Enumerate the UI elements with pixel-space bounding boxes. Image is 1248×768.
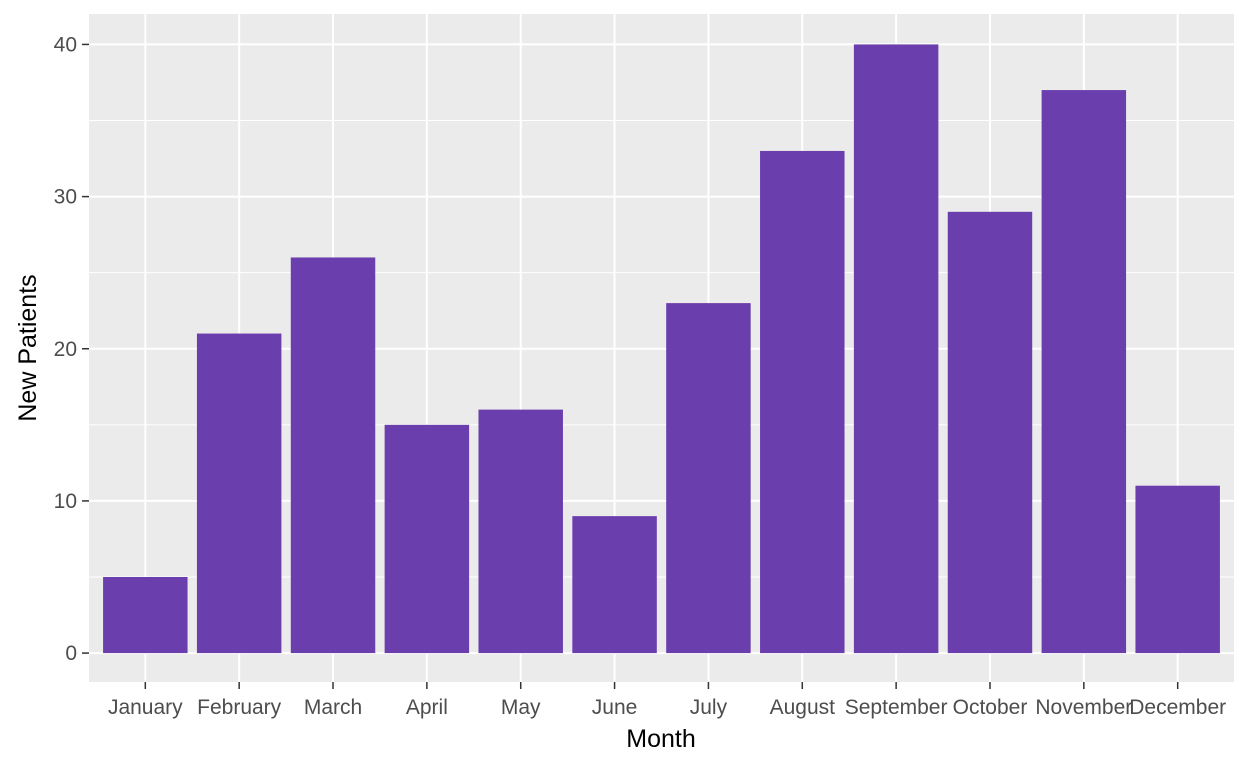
x-tick-label: February xyxy=(197,696,282,719)
y-axis-ticks: 0 10 20 30 40 xyxy=(54,33,89,665)
bar-august xyxy=(760,150,845,654)
y-tick-label: 0 xyxy=(65,642,77,665)
bar-june xyxy=(572,516,657,654)
bar-october xyxy=(947,211,1033,654)
x-tick-label: December xyxy=(1129,696,1226,719)
bar-february xyxy=(196,333,282,654)
bar-july xyxy=(666,303,751,654)
bar-september xyxy=(853,44,939,654)
x-axis-ticks: January February March April May June July Augu… xyxy=(108,682,1226,719)
x-tick-label: May xyxy=(501,696,541,719)
x-tick-label: June xyxy=(592,696,638,719)
x-tick-label: August xyxy=(770,696,836,719)
bar-march xyxy=(290,257,376,654)
x-tick-label: March xyxy=(304,696,362,719)
y-tick-label: 20 xyxy=(54,338,77,361)
x-tick-label: July xyxy=(690,696,728,719)
y-axis-title: New Patients xyxy=(14,274,42,421)
x-tick-label: September xyxy=(845,696,948,719)
y-tick-label: 40 xyxy=(54,33,77,56)
x-tick-label: October xyxy=(953,696,1028,719)
bar-may xyxy=(478,409,563,654)
y-tick-label: 30 xyxy=(54,186,77,209)
bar-december xyxy=(1135,485,1220,654)
x-tick-label: April xyxy=(406,696,448,719)
bar-november xyxy=(1041,90,1127,654)
bars xyxy=(103,44,1220,654)
x-axis-title: Month xyxy=(626,725,695,753)
x-tick-label: January xyxy=(108,696,183,719)
x-tick-label: November xyxy=(1035,696,1132,719)
y-tick-label: 10 xyxy=(54,490,77,513)
bar-january xyxy=(103,577,188,654)
bar-april xyxy=(384,424,470,654)
